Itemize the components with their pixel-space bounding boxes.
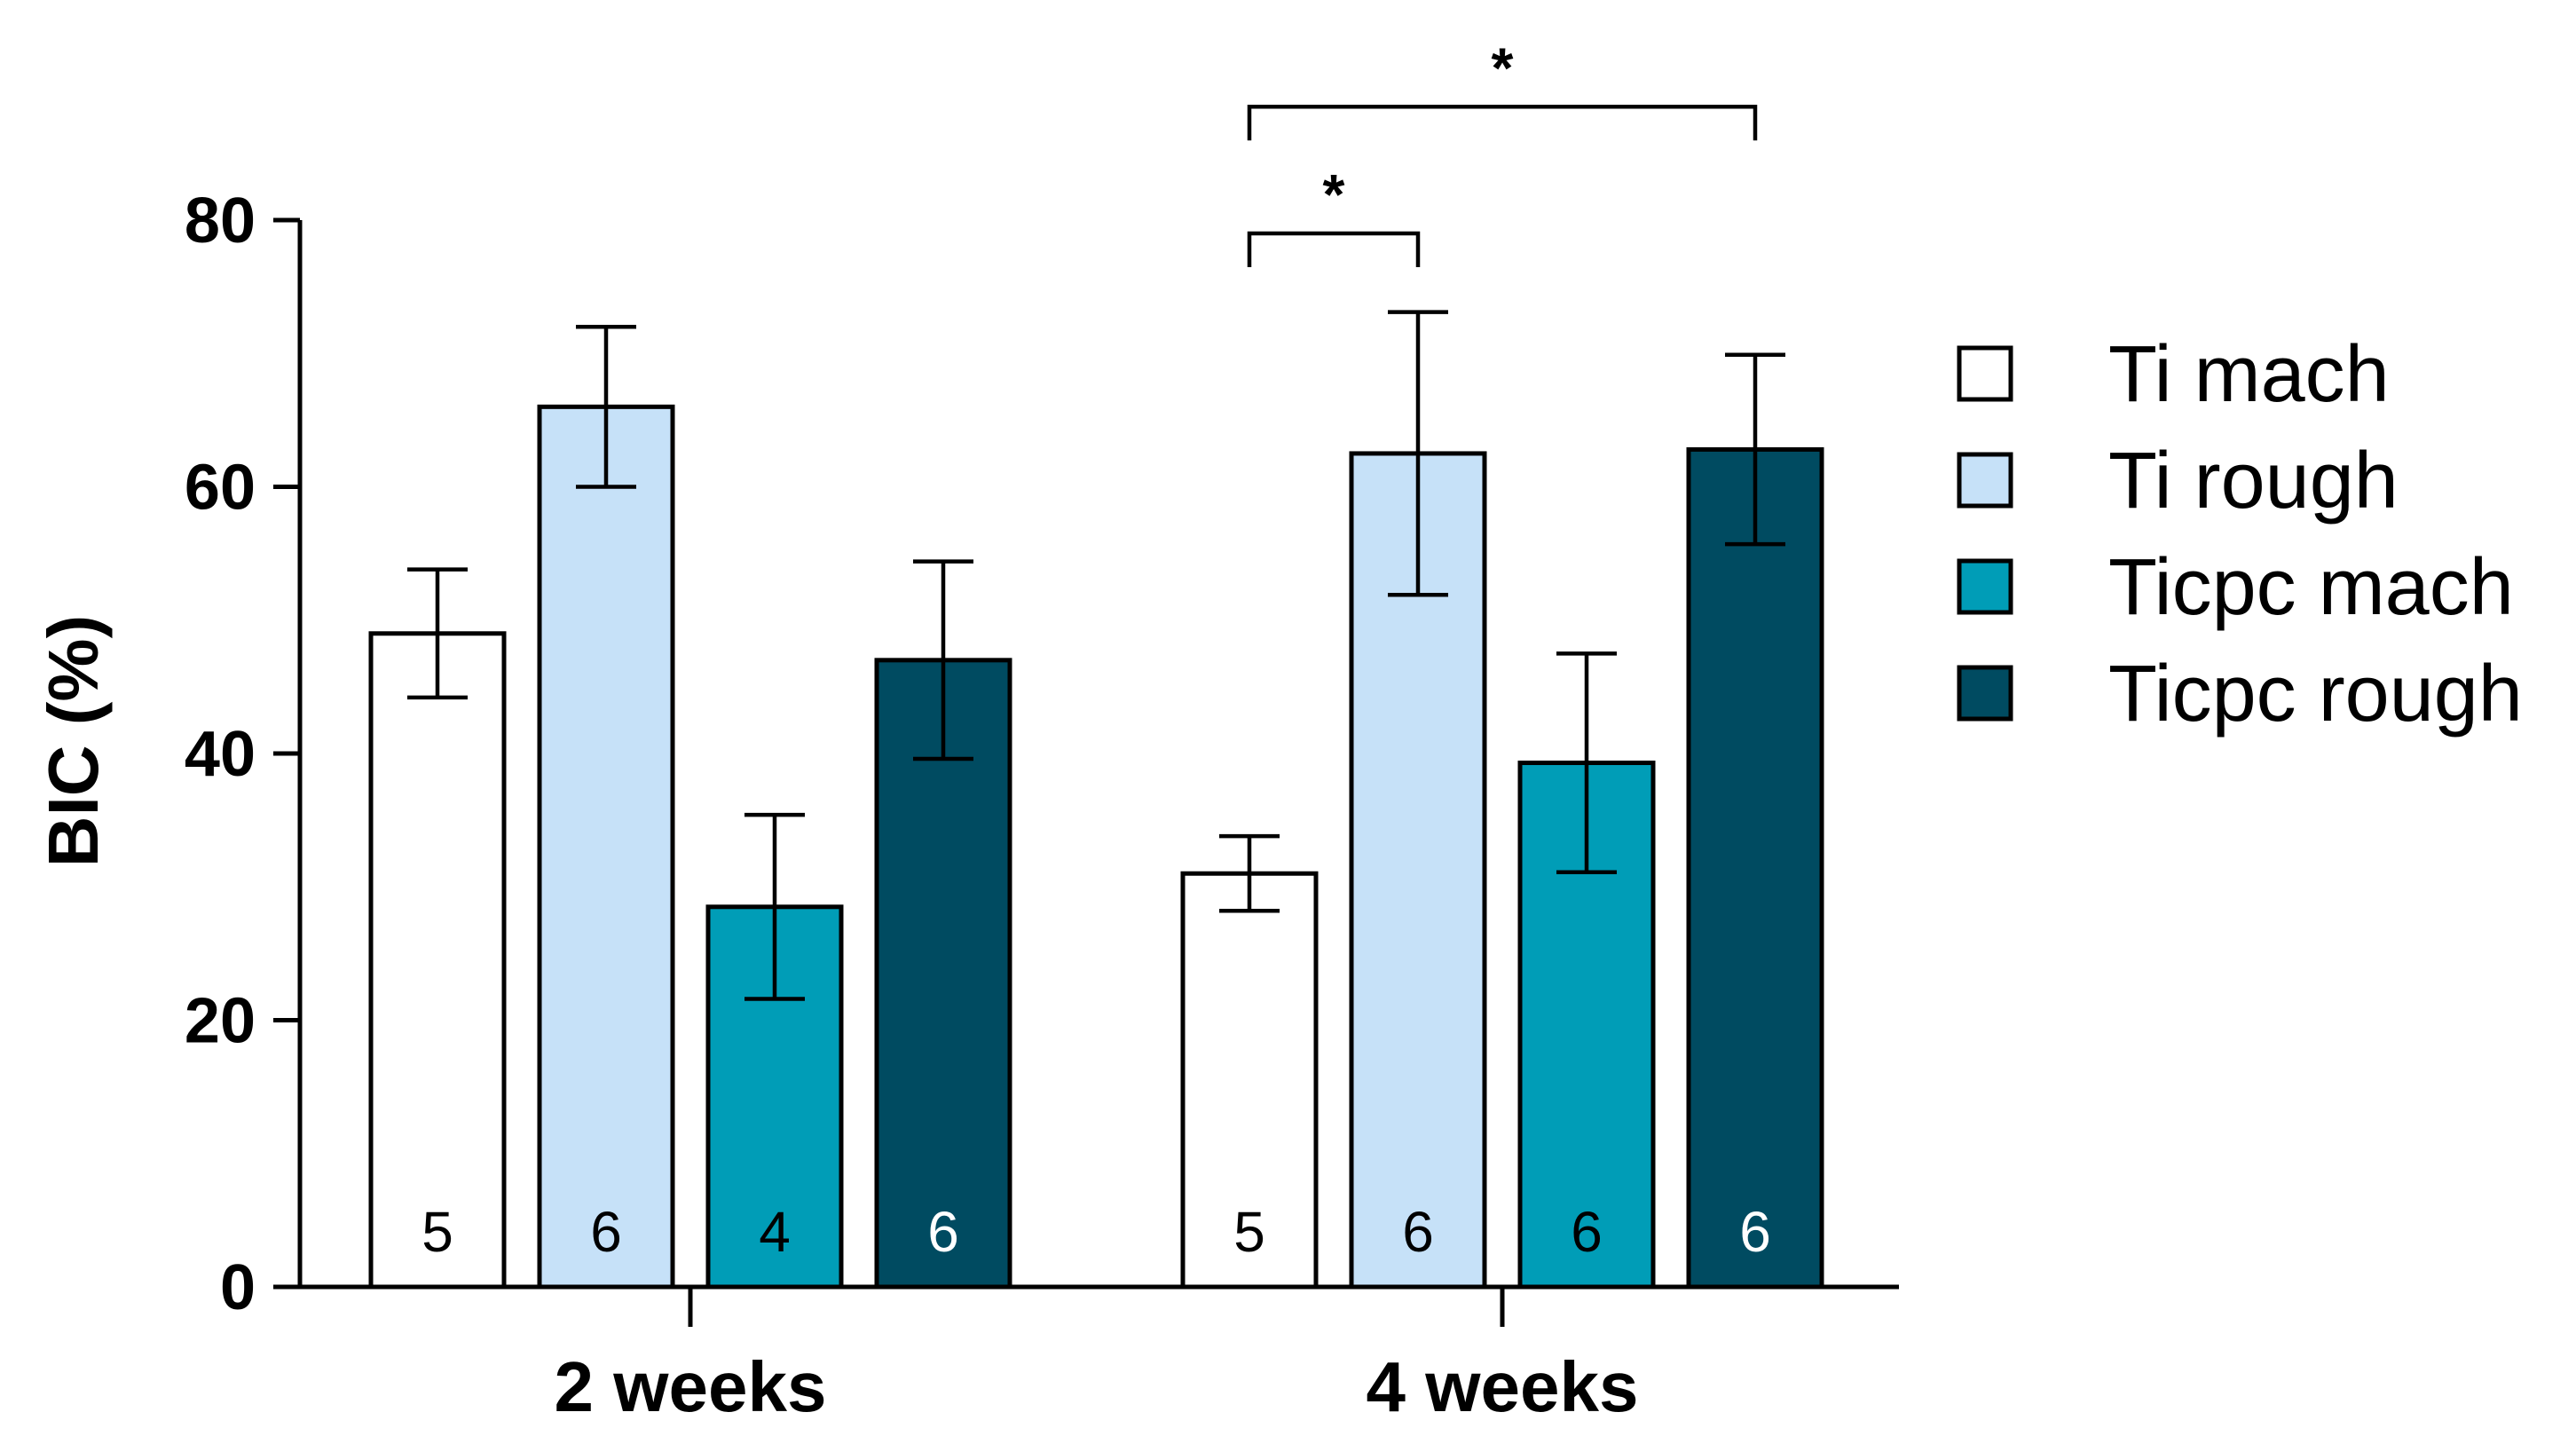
significance-star: *	[1492, 36, 1514, 99]
bars	[368, 404, 1824, 1290]
sample-size-label: 6	[1402, 1200, 1434, 1264]
y-tick-label: 80	[185, 185, 256, 256]
legend-swatch	[1957, 665, 2013, 722]
sample-size-label: 6	[1739, 1200, 1771, 1264]
n-labels: 5 5 6 6 4 6 6 6	[421, 1200, 1771, 1264]
legend-label: Ti rough	[2108, 437, 2399, 525]
y-tick-label: 20	[185, 986, 256, 1057]
sample-size-label: 6	[1571, 1200, 1603, 1264]
sample-size-label: 6	[927, 1200, 959, 1264]
significance-star: *	[1323, 162, 1345, 226]
legend-swatch	[1957, 558, 2013, 615]
significance-brackets: **	[1247, 36, 1758, 268]
sample-size-label: 5	[421, 1200, 453, 1264]
legend-label: Ticpc mach	[2108, 543, 2514, 632]
legend: Ti mach Ti rough Ticpc mach Ticpc rough	[1957, 330, 2523, 738]
y-tick-label: 0	[220, 1252, 256, 1323]
y-tick-label: 60	[185, 453, 256, 524]
y-tick-label: 40	[185, 719, 256, 790]
significance-bracket	[1247, 105, 1758, 141]
bar	[537, 404, 675, 1290]
error-bars	[407, 310, 1785, 1001]
legend-label: Ticpc rough	[2108, 650, 2523, 738]
x-axis: 2 weeks 4 weeks	[300, 1284, 1899, 1426]
bar	[368, 631, 507, 1290]
x-category-label: 2 weeks	[555, 1347, 827, 1426]
sample-size-label: 6	[590, 1200, 622, 1264]
legend-swatch	[1957, 452, 2013, 509]
legend-label: Ti mach	[2108, 330, 2390, 419]
x-category-label: 4 weeks	[1367, 1347, 1639, 1426]
sample-size-label: 4	[759, 1200, 791, 1264]
significance-bracket	[1247, 231, 1421, 268]
y-axis-label: BIC (%)	[34, 615, 113, 867]
y-axis: 0 20 40 60 80	[185, 185, 303, 1323]
sample-size-label: 5	[1233, 1200, 1265, 1264]
bar	[1686, 446, 1824, 1290]
legend-swatch	[1957, 345, 2013, 402]
